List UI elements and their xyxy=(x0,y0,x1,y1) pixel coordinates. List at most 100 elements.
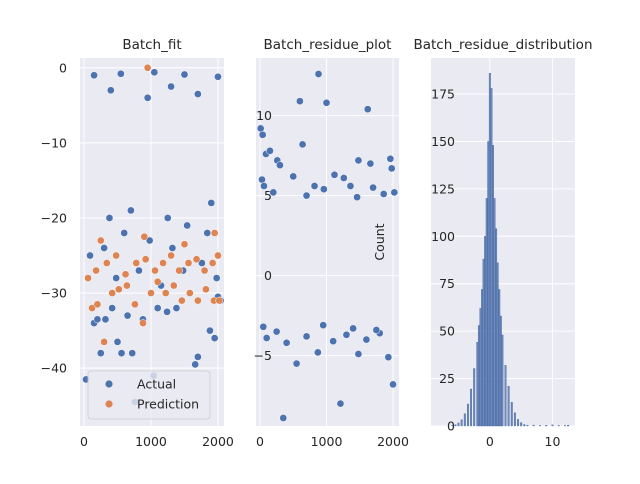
data-point xyxy=(123,281,131,290)
y-tick-label: 175 xyxy=(431,87,455,102)
histogram-bar xyxy=(482,258,485,427)
y-tick-label: 0 xyxy=(264,268,272,283)
histogram-bar xyxy=(501,334,504,427)
data-point xyxy=(349,324,357,333)
data-point xyxy=(208,259,217,267)
histogram-bar xyxy=(481,289,483,427)
y-tick-label: 75 xyxy=(439,276,455,291)
data-point xyxy=(192,255,201,264)
histogram-bar xyxy=(490,88,493,427)
y-tick-label: 25 xyxy=(439,371,455,386)
histogram-bar xyxy=(451,425,454,427)
data-point xyxy=(214,72,222,81)
histogram-bars xyxy=(451,73,570,427)
data-point xyxy=(96,236,105,245)
histogram-bar xyxy=(557,425,560,427)
histogram-bar xyxy=(545,425,548,427)
legend-label: Prediction xyxy=(137,397,199,412)
data-point xyxy=(117,69,125,78)
legend-label: Actual xyxy=(137,377,176,392)
data-point xyxy=(266,146,274,155)
data-point xyxy=(329,337,338,346)
series-actual xyxy=(82,68,225,406)
y-tick-label: −40 xyxy=(41,361,67,376)
data-point xyxy=(210,334,219,342)
histogram-bar xyxy=(567,425,570,427)
histogram-bar xyxy=(504,365,507,427)
data-point xyxy=(289,172,298,181)
data-point xyxy=(96,349,105,358)
y-tick-label: 150 xyxy=(431,134,455,149)
data-point xyxy=(150,68,159,77)
histogram-bar xyxy=(496,262,499,427)
y-axis-label: Count xyxy=(372,223,387,260)
data-point xyxy=(379,190,388,198)
x-tick-label: 2000 xyxy=(377,434,409,449)
data-point xyxy=(100,244,108,252)
histogram-bar xyxy=(510,402,513,427)
data-point xyxy=(372,326,381,334)
data-point xyxy=(180,70,189,79)
data-point xyxy=(147,289,155,297)
data-point xyxy=(135,266,143,275)
data-point xyxy=(139,319,147,327)
data-point xyxy=(353,193,361,202)
data-point xyxy=(296,97,304,106)
data-point xyxy=(163,307,171,316)
data-point xyxy=(117,349,126,358)
data-point xyxy=(169,281,178,290)
data-point xyxy=(212,274,221,282)
data-point xyxy=(282,338,291,347)
data-point xyxy=(389,380,397,389)
panel-1: Batch_fit 0 1000 2000 0 −10 −20 −30 −40 Actual Pre… xyxy=(41,37,234,449)
data-point xyxy=(292,359,301,368)
data-point xyxy=(84,274,92,282)
data-point xyxy=(203,229,212,237)
data-point xyxy=(279,414,288,422)
data-point xyxy=(319,321,328,330)
data-point xyxy=(180,240,189,249)
data-point xyxy=(346,182,355,190)
data-point xyxy=(276,161,284,170)
data-point xyxy=(314,70,323,78)
data-point xyxy=(362,335,371,344)
data-point xyxy=(151,266,159,275)
data-point xyxy=(92,266,100,275)
data-point xyxy=(140,232,149,241)
histogram-bar xyxy=(477,325,480,427)
y-tick-label: 100 xyxy=(431,229,455,244)
data-point xyxy=(86,251,94,260)
data-point xyxy=(206,326,214,335)
legend-box xyxy=(87,370,211,420)
data-point xyxy=(202,285,210,294)
data-point xyxy=(272,327,281,336)
data-point xyxy=(207,199,216,207)
data-point xyxy=(330,170,339,179)
data-point xyxy=(177,296,186,305)
data-point xyxy=(112,274,121,282)
data-point xyxy=(259,322,268,331)
histogram-bar xyxy=(463,413,466,427)
data-point xyxy=(302,332,311,341)
data-point xyxy=(354,156,363,165)
histogram-bar xyxy=(476,342,479,427)
data-point xyxy=(354,350,363,358)
legend-marker xyxy=(105,380,113,388)
data-point xyxy=(108,304,116,312)
panel-2: Batch_residue_plot 0 1000 2000 10 5 0 −5 xyxy=(254,37,409,449)
histogram-bar xyxy=(467,403,469,427)
data-point xyxy=(194,296,202,305)
y-tick-label: 0 xyxy=(59,60,67,75)
data-point xyxy=(184,259,193,267)
histogram-bar xyxy=(492,145,494,427)
data-point xyxy=(214,251,222,260)
chart-title: Batch_residue_plot xyxy=(264,37,392,53)
data-point xyxy=(131,300,139,309)
data-point xyxy=(175,266,183,275)
histogram-bar xyxy=(513,412,516,427)
data-point xyxy=(319,185,328,194)
histogram-bar xyxy=(473,368,476,427)
data-point xyxy=(167,251,175,260)
data-point xyxy=(159,259,167,267)
data-point xyxy=(172,304,181,312)
